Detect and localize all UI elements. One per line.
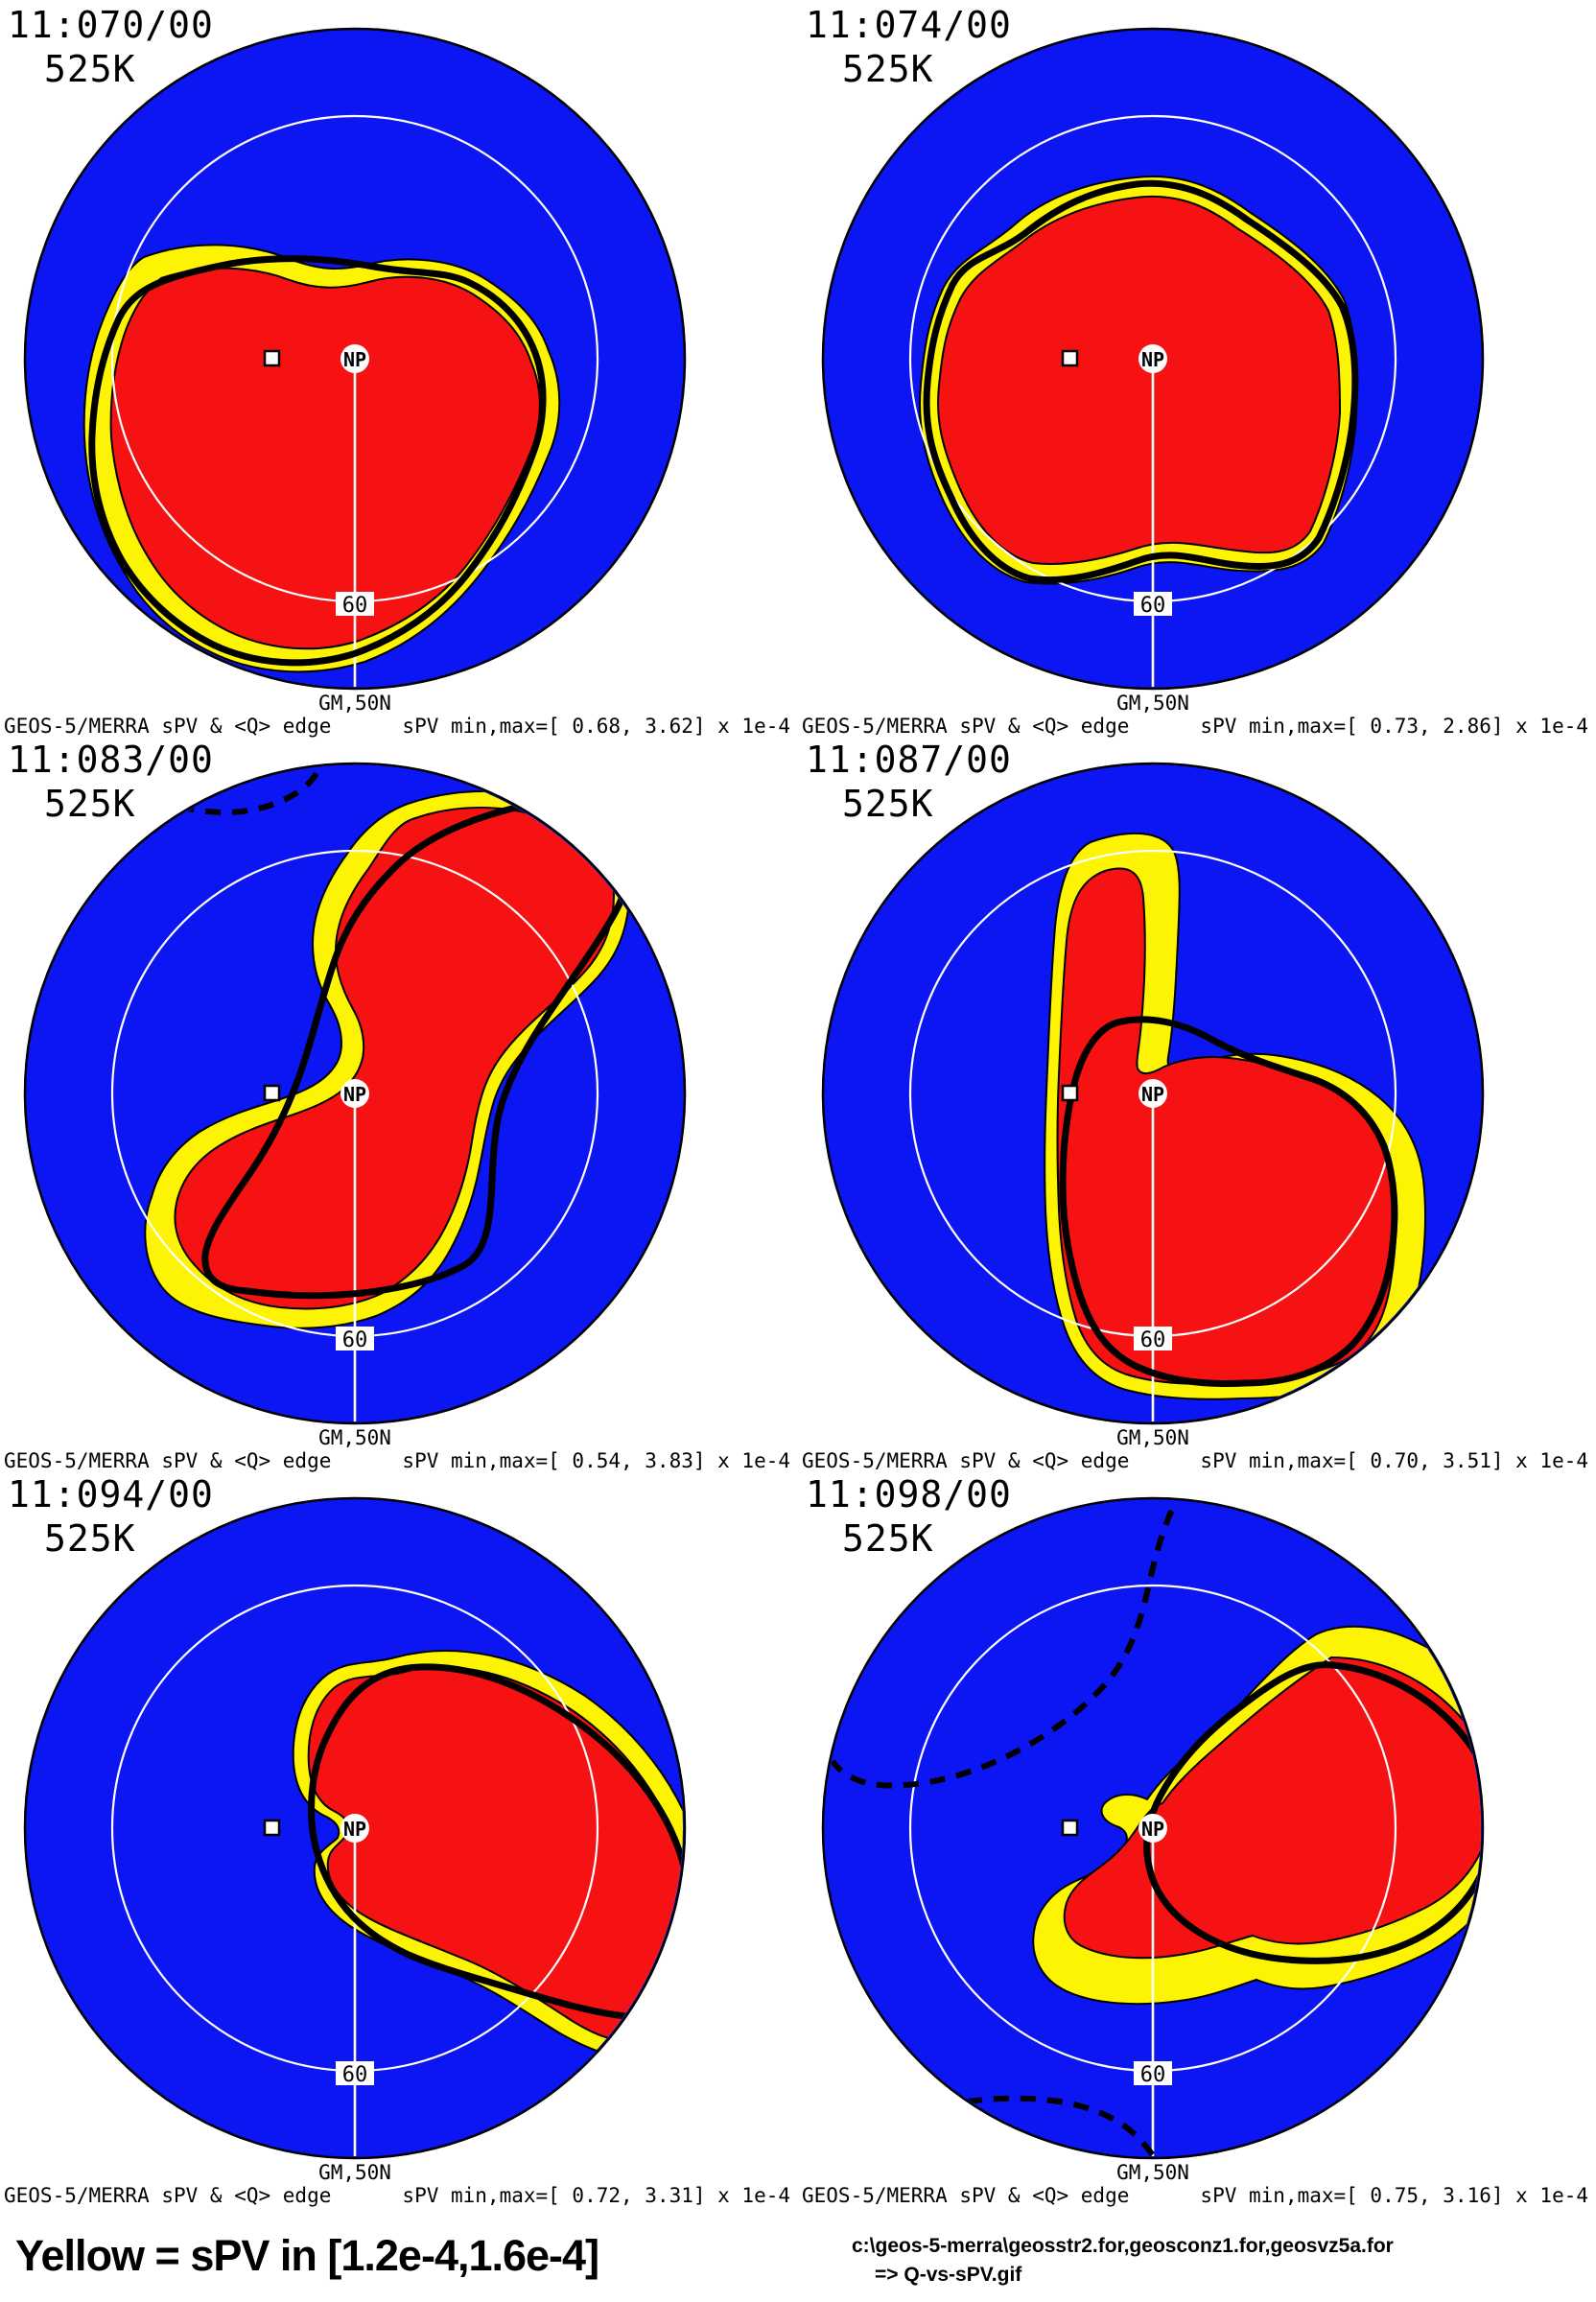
latitude-label-box [336,1327,374,1351]
meridian-edge-label: GM,50N [318,692,391,715]
north-pole-label: NP [1141,348,1164,371]
panel-footer-range: sPV min,max=[ 0.72, 3.31] x 1e-4 [402,2184,790,2207]
polar-map: NP 60 [23,1496,687,2160]
latitude-label: 60 [342,2063,368,2087]
yellow-band-legend: Yellow = sPV in [1.2e-4,1.6e-4] [15,2231,599,2280]
panel-level-label: 525K [44,48,136,90]
q-edge-contour [201,802,629,1300]
q-edge-contour [1059,1016,1398,1387]
panel-date-title: 11:094/00 [8,1473,214,1515]
north-pole-label: NP [343,348,366,371]
north-pole-label: NP [343,1083,366,1106]
panel-footer-range: sPV min,max=[ 0.73, 2.86] x 1e-4 [1200,715,1588,738]
north-pole-marker [1138,1814,1167,1843]
panel-date-title: 11:098/00 [806,1473,1012,1515]
meridian-edge-label: GM,50N [318,1426,391,1449]
q-edge-contour [1143,1661,1481,1964]
meridian-edge-label: GM,50N [1116,692,1189,715]
panel-footer-range: sPV min,max=[ 0.75, 3.16] x 1e-4 [1200,2184,1588,2207]
q-edge-contour [923,179,1359,584]
meridian-edge-label: GM,50N [318,2161,391,2184]
meridian-edge-label: GM,50N [1116,2161,1189,2184]
panel-footer-dataset: GEOS-5/MERRA sPV & <Q> edge [4,715,332,738]
output-file-note: => Q-vs-sPV.gif [875,2264,1022,2286]
map-panel-087: NP 60 11:087/00 525K GM,50N GEOS-5/MERRA… [798,735,1596,1472]
meridian-edge-label: GM,50N [1116,1426,1189,1449]
polar-map: NP 60 [23,27,687,691]
vortex-core-region [1063,1656,1481,1960]
latitude-label: 60 [1140,594,1166,618]
map-panel-070: NP 60 11:070/00 525K GM,50N GEOS-5/MERRA… [0,0,798,738]
q-edge-contour [88,255,547,667]
latitude-label: 60 [342,594,368,618]
polar-map: NP 60 [821,762,1485,1425]
panel-date-title: 11:083/00 [8,739,214,781]
north-pole-marker [340,344,369,373]
north-pole-label: NP [1141,1818,1164,1841]
panel-footer-dataset: GEOS-5/MERRA sPV & <Q> edge [802,715,1130,738]
panel-footer-dataset: GEOS-5/MERRA sPV & <Q> edge [4,2184,332,2207]
panel-level-label: 525K [842,48,934,90]
latitude-label-box [336,2061,374,2085]
station-marker [263,1084,281,1102]
latitude-label: 60 [1140,1328,1166,1352]
panel-date-title: 11:087/00 [806,739,1012,781]
polar-map: NP 60 [821,1496,1485,2160]
station-marker [1061,349,1079,367]
latitude-label: 60 [1140,2063,1166,2087]
north-pole-marker [340,1814,369,1843]
map-panel-098: NP 60 11:098/00 525K GM,50N GEOS-5/MERRA… [798,1469,1596,2207]
vortex-core-region [109,267,541,650]
map-panel-083: NP 60 11:083/00 525K GM,50N GEOS-5/MERRA… [0,735,798,1472]
north-pole-marker [1138,344,1167,373]
latitude-label-box [336,592,374,616]
latitude-label-box [1134,1327,1172,1351]
polar-map: NP 60 [23,762,687,1425]
station-marker [263,1819,281,1837]
panel-footer-range: sPV min,max=[ 0.68, 3.62] x 1e-4 [402,715,790,738]
panel-level-label: 525K [842,1517,934,1560]
panel-level-label: 525K [44,1517,136,1560]
station-marker [1061,1084,1079,1102]
source-path-note: c:\geos-5-merra\geosstr2.for,geosconz1.f… [852,2235,1394,2257]
panel-level-label: 525K [44,783,136,825]
latitude-label-box [1134,2061,1172,2085]
north-pole-label: NP [343,1818,366,1841]
vortex-core-region [1056,867,1397,1385]
station-marker [263,349,281,367]
latitude-label-box [1134,592,1172,616]
panel-footer-dataset: GEOS-5/MERRA sPV & <Q> edge [4,1449,332,1472]
map-panel-094: NP 60 11:094/00 525K GM,50N GEOS-5/MERRA… [0,1469,798,2207]
panel-footer-dataset: GEOS-5/MERRA sPV & <Q> edge [802,2184,1130,2207]
vortex-core-region [174,807,616,1310]
map-panel-074: NP 60 11:074/00 525K GM,50N GEOS-5/MERRA… [798,0,1596,738]
panel-date-title: 11:074/00 [806,4,1012,46]
latitude-label: 60 [342,1328,368,1352]
panel-footer-dataset: GEOS-5/MERRA sPV & <Q> edge [802,1449,1130,1472]
north-pole-marker [1138,1079,1167,1108]
q-edge-contour [308,1663,683,2021]
polar-map: NP 60 [821,27,1485,691]
panel-level-label: 525K [842,783,934,825]
panel-footer-range: sPV min,max=[ 0.70, 3.51] x 1e-4 [1200,1449,1588,1472]
vortex-core-region [936,195,1342,565]
north-pole-marker [340,1079,369,1108]
station-marker [1061,1819,1079,1837]
panel-footer-range: sPV min,max=[ 0.54, 3.83] x 1e-4 [402,1449,790,1472]
panel-date-title: 11:070/00 [8,4,214,46]
north-pole-label: NP [1141,1083,1164,1106]
